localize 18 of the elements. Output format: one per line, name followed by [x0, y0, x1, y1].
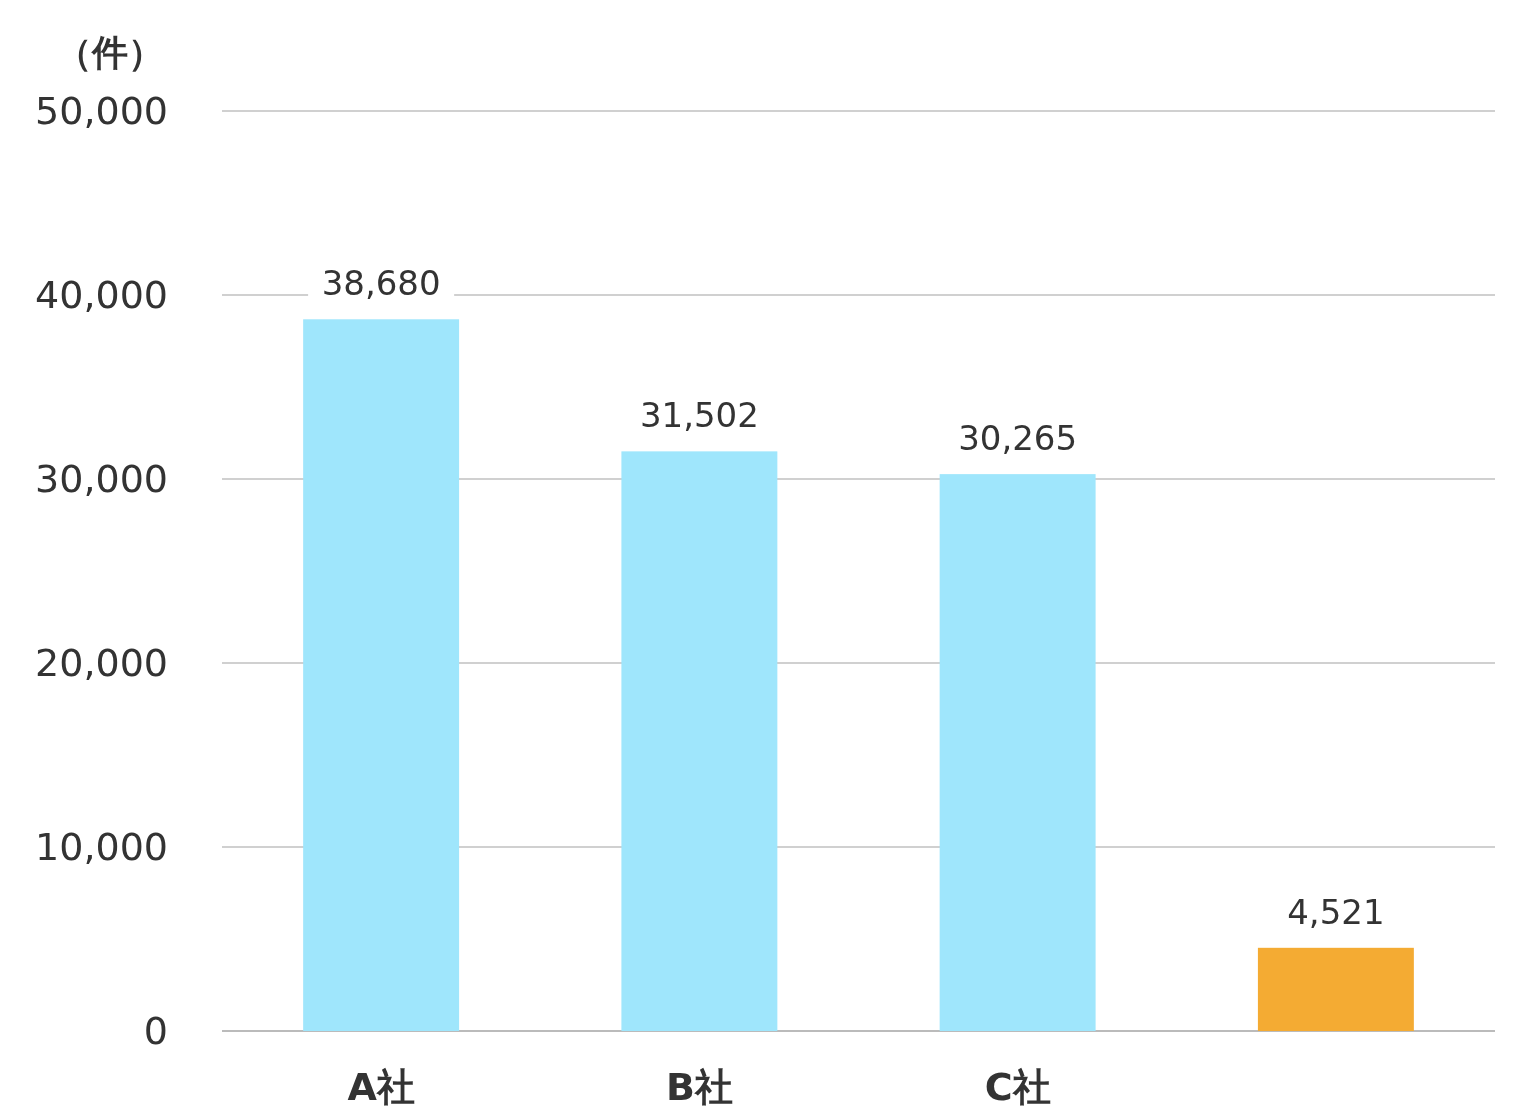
y-axis-title: （件） — [56, 32, 164, 73]
y-tick-label: 0 — [143, 1009, 168, 1053]
x-tick-label: C社 — [984, 1065, 1051, 1109]
x-tick-label: B社 — [665, 1065, 733, 1109]
bar — [939, 474, 1096, 1031]
data-label: 30,265 — [958, 418, 1078, 459]
data-label: 31,502 — [639, 395, 759, 436]
y-tick-label: 40,000 — [35, 273, 168, 317]
bar — [303, 319, 460, 1031]
bar — [1257, 947, 1414, 1031]
y-tick-label: 20,000 — [35, 641, 168, 685]
y-tick-label: 50,000 — [35, 89, 168, 133]
bar — [621, 451, 778, 1031]
y-tick-label: 30,000 — [35, 457, 168, 501]
data-label: 38,680 — [321, 263, 441, 304]
x-tick-label: A社 — [347, 1065, 415, 1109]
y-tick-label: 10,000 — [35, 825, 168, 869]
data-label: 4,521 — [1287, 891, 1385, 932]
